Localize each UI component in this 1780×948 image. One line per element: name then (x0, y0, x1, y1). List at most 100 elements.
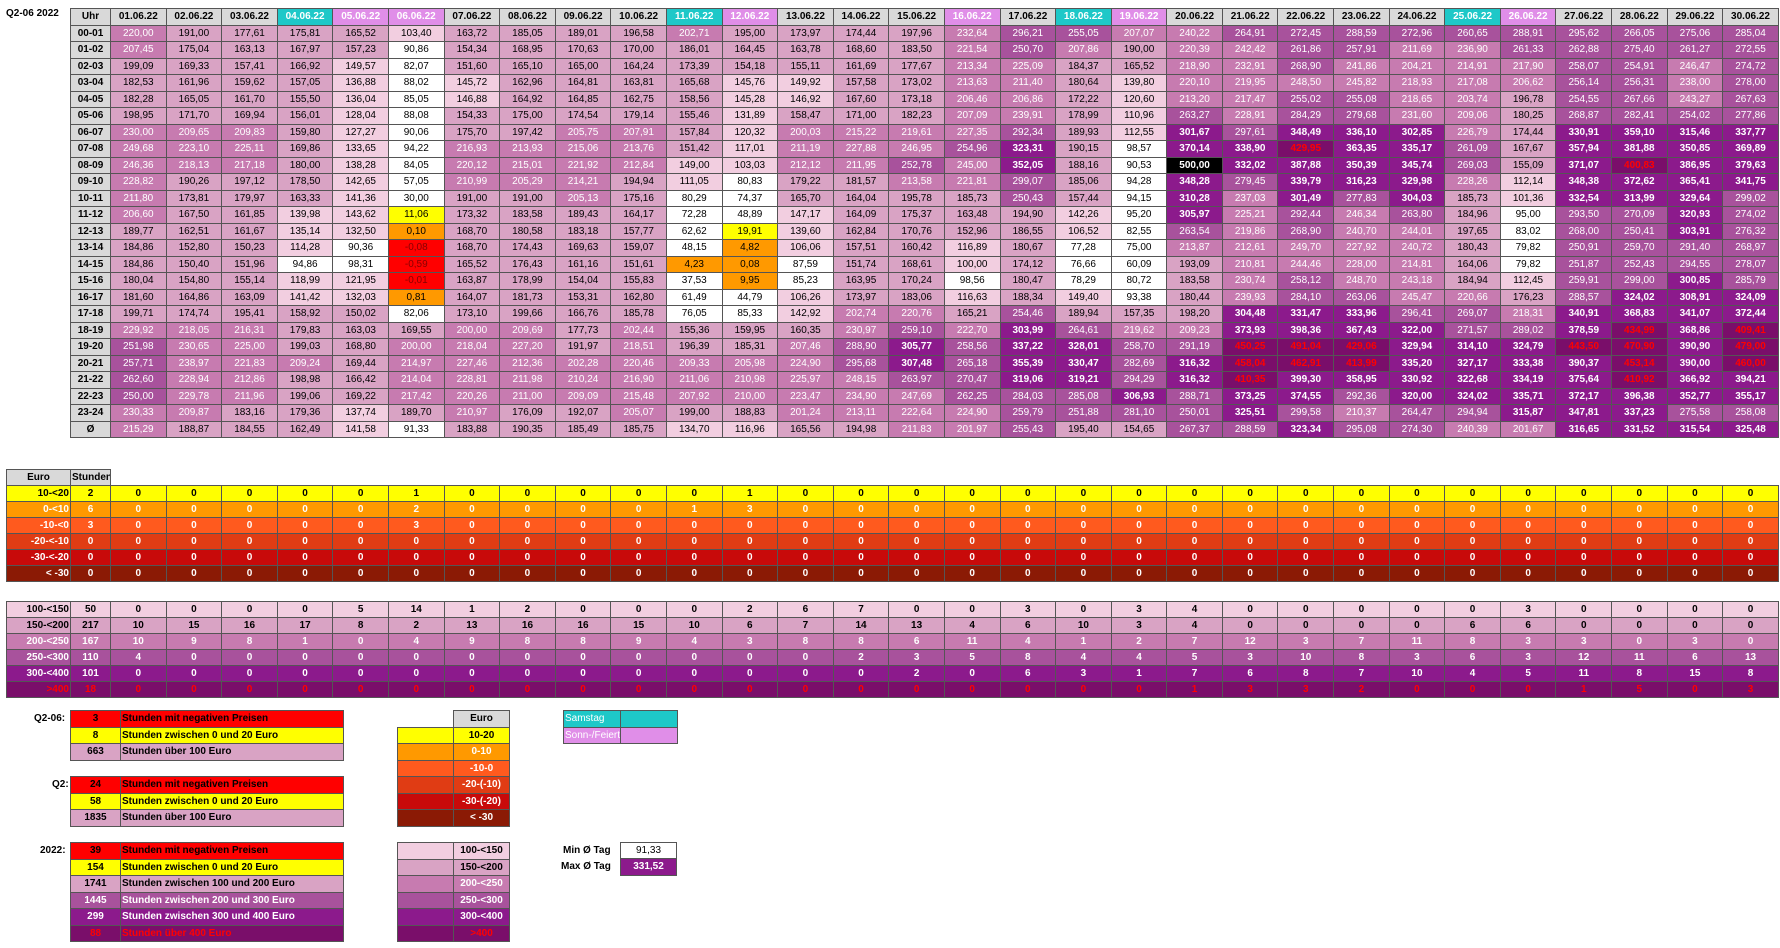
count-cell: 1 (1166, 681, 1223, 698)
count-cell: 6 (1221, 665, 1279, 682)
price-cell: 224,90 (777, 354, 834, 372)
range-total: 167 (70, 633, 111, 650)
price-cell: 500,00 (1166, 156, 1223, 174)
price-cell: 288,59 (1333, 24, 1390, 42)
price-cell: 200,03 (777, 123, 834, 141)
price-cell: 82,55 (1110, 222, 1168, 240)
count-cell: 6 (1666, 649, 1724, 666)
hour-row: 09-10 228,82 190,26 197,12 178,50 142,65 57,05… (70, 173, 1779, 191)
count-cell: 9 (443, 633, 501, 650)
range-label: -10-<0 (6, 517, 71, 534)
price-cell: 186,01 (665, 41, 723, 59)
price-cell: 262,60 (110, 371, 167, 389)
price-cell: 207,09 (943, 107, 1001, 125)
count-cell: 0 (1277, 601, 1335, 618)
price-cell: 210,97 (443, 404, 501, 422)
count-cell: 7 (832, 601, 890, 618)
price-cell: 112,45 (1499, 272, 1557, 290)
price-cell: 263,27 (1166, 107, 1223, 125)
price-cell: 19,91 (721, 222, 779, 240)
price-cell: 210,99 (443, 173, 501, 191)
price-cell: 252,78 (888, 156, 945, 174)
price-cell: 206,62 (1499, 74, 1557, 92)
price-cell: 225,09 (999, 57, 1057, 75)
price-cell: 272,96 (1388, 24, 1446, 42)
count-cell: 0 (1555, 549, 1613, 566)
price-cell: 335,71 (1499, 387, 1557, 405)
count-cell: 7 (1166, 633, 1223, 650)
count-cell: 0 (1277, 565, 1335, 582)
price-cell: 184,86 (110, 255, 167, 273)
price-cell: 214,97 (387, 354, 445, 372)
date-header: 26.06.22 (1499, 8, 1557, 26)
price-cell: 179,83 (276, 321, 334, 339)
price-cell: 182,53 (110, 74, 167, 92)
price-cell: 295,62 (1555, 24, 1613, 42)
price-cell: 199,00 (665, 404, 723, 422)
price-cell: -0,01 (387, 272, 445, 290)
price-cell: 429,95 (1277, 140, 1335, 158)
summary-text: Stunden zwischen 200 und 300 Euro (120, 891, 344, 909)
price-cell: 117,01 (721, 140, 779, 158)
count-cell: 2 (1333, 681, 1390, 698)
count-cell: 0 (721, 549, 779, 566)
price-cell: 157,05 (276, 74, 334, 92)
price-cell: 90,36 (332, 239, 389, 257)
count-cell: 8 (1277, 665, 1335, 682)
count-cell: 0 (1055, 601, 1112, 618)
price-cell: 209,65 (165, 123, 223, 141)
count-cell: 0 (665, 565, 723, 582)
summary-text: Stunden zwischen 0 und 20 Euro (120, 858, 344, 876)
summary-row: 8 Stunden zwischen 0 und 20 Euro (70, 726, 344, 744)
price-cell: 310,28 (1166, 189, 1223, 207)
summary-text: Stunden mit negativen Preisen (120, 842, 344, 860)
price-cell: 250,00 (110, 387, 167, 405)
price-cell: 268,90 (1277, 222, 1335, 240)
hour-label: 07-08 (70, 140, 111, 158)
price-cell: 48,15 (665, 239, 723, 257)
price-cell: 151,96 (221, 255, 278, 273)
count-cell: 0 (1221, 517, 1279, 534)
range-total: 0 (70, 565, 111, 582)
count-cell: 8 (777, 633, 834, 650)
count-cell: 0 (1277, 517, 1335, 534)
sunday-swatch (620, 726, 678, 744)
count-cell: 8 (332, 617, 389, 634)
price-cell: 200,00 (387, 338, 445, 356)
range-label: 250-<300 (6, 649, 71, 666)
hour-label: 06-07 (70, 123, 111, 141)
price-cell: 259,91 (1555, 272, 1613, 290)
price-cell: 150,40 (165, 255, 223, 273)
price-cell: 304,03 (1388, 189, 1446, 207)
price-cell: 202,44 (610, 321, 667, 339)
count-cell: 1 (276, 633, 334, 650)
price-cell: 214,91 (1444, 57, 1501, 75)
price-cell: 345,74 (1388, 156, 1446, 174)
count-cell: 9 (610, 633, 667, 650)
price-cell: 292,34 (999, 123, 1057, 141)
price-cell: 219,62 (1110, 321, 1168, 339)
price-cell: 215,06 (554, 140, 612, 158)
count-cell: 0 (443, 485, 501, 502)
count-cell: 6 (721, 617, 779, 634)
count-cell: 0 (1555, 565, 1613, 582)
count-cell: 3 (1110, 617, 1168, 634)
price-cell: 180,67 (999, 239, 1057, 257)
price-cell: 237,03 (1221, 189, 1279, 207)
price-cell: 398,36 (1277, 321, 1335, 339)
price-cell: 299,58 (1277, 404, 1335, 422)
price-cell: 87,59 (777, 255, 834, 273)
price-cell: 206,60 (110, 206, 167, 224)
count-cell: 0 (332, 549, 389, 566)
count-cell: 0 (1333, 485, 1390, 502)
price-cell: 316,32 (1166, 354, 1223, 372)
count-cell: 0 (1333, 565, 1390, 582)
hour-row: 07-08 249,68 223,10 225,11 169,86 133,65 94,22… (70, 140, 1779, 158)
price-cell: 159,07 (610, 239, 667, 257)
price-cell: 228,00 (1333, 255, 1390, 273)
low-count-table: Euro Stunden 10-<20 2 0 0 0 0 0 1 0 0 0 0 0 1 0 0 0 0 0 0 0 0 0 0… (6, 469, 1779, 582)
price-cell: 164,17 (610, 206, 667, 224)
price-cell: 157,84 (665, 123, 723, 141)
count-cell: 11 (1388, 633, 1446, 650)
price-cell: 260,65 (1444, 24, 1501, 42)
